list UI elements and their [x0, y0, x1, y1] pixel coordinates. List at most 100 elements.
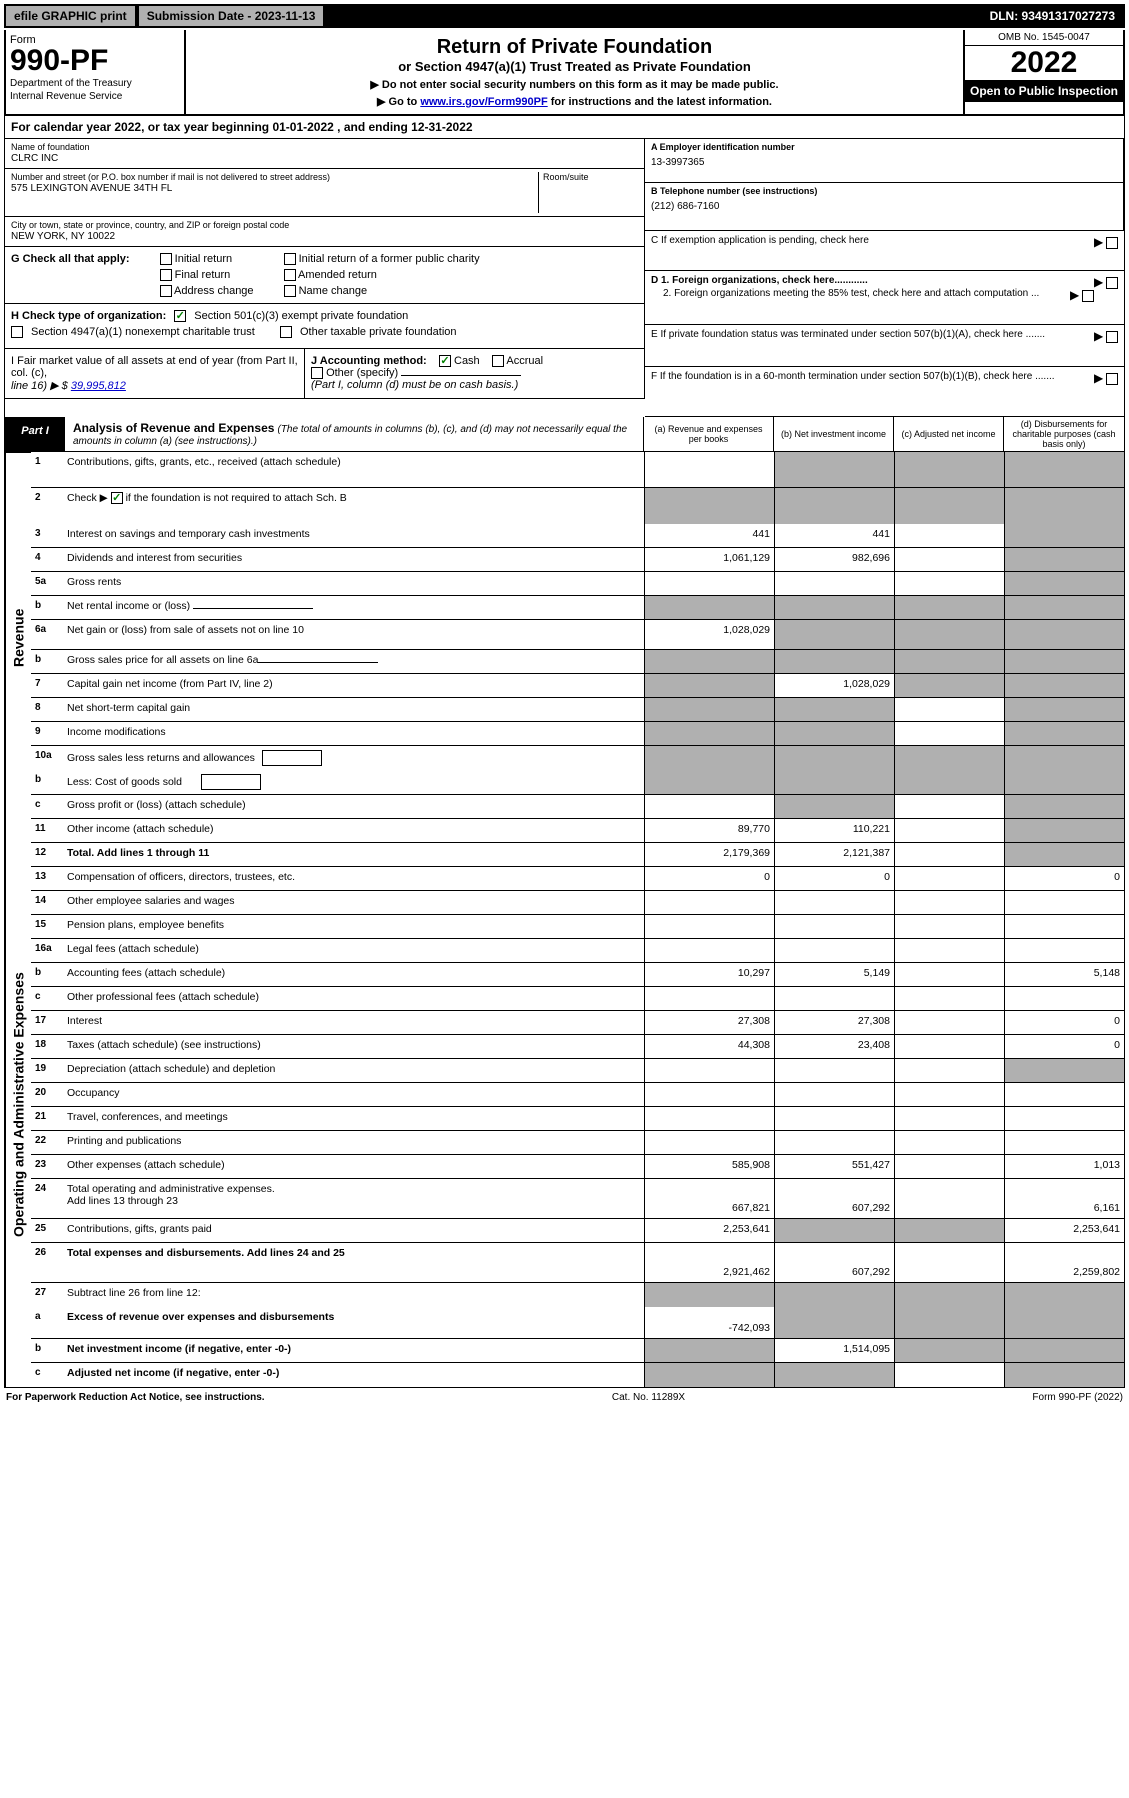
cash-checkbox[interactable] [439, 355, 451, 367]
table-row: 7 Capital gain net income (from Part IV,… [31, 674, 1124, 698]
cash-label: Cash [454, 355, 480, 367]
omb-number: OMB No. 1545-0047 [965, 30, 1123, 46]
irs-link[interactable]: www.irs.gov/Form990PF [420, 96, 547, 108]
e-terminated-cell: E If private foundation status was termi… [645, 325, 1124, 367]
phone-cell: B Telephone number (see instructions) (2… [645, 183, 1124, 231]
pending-checkbox[interactable] [1106, 237, 1118, 249]
table-row: c Adjusted net income (if negative, ente… [31, 1363, 1124, 1387]
amended-return-checkbox[interactable] [284, 269, 296, 281]
schb-checkbox[interactable] [111, 492, 123, 504]
section-j: J Accounting method: Cash Accrual Other … [305, 349, 644, 398]
name-change-label: Name change [299, 285, 368, 297]
arrow-icon: ▶ [1070, 288, 1079, 302]
table-row: 1 Contributions, gifts, grants, etc., re… [31, 452, 1124, 488]
table-row: 25 Contributions, gifts, grants paid 2,2… [31, 1219, 1124, 1243]
table-row: 21 Travel, conferences, and meetings [31, 1107, 1124, 1131]
d1-label: D 1. Foreign organizations, check here..… [651, 275, 868, 286]
table-row: 11 Other income (attach schedule) 89,770… [31, 819, 1124, 843]
c-pending-cell: C If exemption application is pending, c… [645, 231, 1124, 271]
table-row: 26 Total expenses and disbursements. Add… [31, 1243, 1124, 1283]
initial-return-label: Initial return [175, 253, 232, 265]
form-title: Return of Private Foundation [192, 36, 957, 59]
accrual-label: Accrual [506, 355, 543, 367]
f-checkbox[interactable] [1106, 373, 1118, 385]
table-row: 9 Income modifications [31, 722, 1124, 746]
instruction-2: ▶ Go to www.irs.gov/Form990PF for instru… [192, 95, 957, 108]
name-label: Name of foundation [11, 142, 638, 152]
d2-checkbox[interactable] [1082, 290, 1094, 302]
table-row: 20 Occupancy [31, 1083, 1124, 1107]
other-taxable-checkbox[interactable] [280, 326, 292, 338]
ein-cell: A Employer identification number 13-3997… [645, 139, 1124, 183]
table-row: 5a Gross rents [31, 572, 1124, 596]
table-row: 27 Subtract line 26 from line 12: [31, 1283, 1124, 1307]
header-center: Return of Private Foundation or Section … [186, 30, 963, 114]
paperwork-notice: For Paperwork Reduction Act Notice, see … [6, 1392, 265, 1403]
j-note: (Part I, column (d) must be on cash basi… [311, 379, 638, 391]
form-subtitle: or Section 4947(a)(1) Trust Treated as P… [192, 59, 957, 74]
4947-label: Section 4947(a)(1) nonexempt charitable … [31, 326, 255, 338]
table-row: 6a Net gain or (loss) from sale of asset… [31, 620, 1124, 650]
name-change-checkbox[interactable] [284, 285, 296, 297]
d1-checkbox[interactable] [1106, 277, 1118, 289]
initial-former-checkbox[interactable] [284, 253, 296, 265]
room-suite-label: Room/suite [543, 172, 638, 182]
form-footer-label: Form 990-PF (2022) [1032, 1392, 1123, 1403]
header-left: Form 990-PF Department of the Treasury I… [6, 30, 186, 114]
col-b-header: (b) Net investment income [774, 417, 894, 451]
col-c-header: (c) Adjusted net income [894, 417, 1004, 451]
initial-former-label: Initial return of a former public charit… [299, 253, 480, 265]
foundation-name: CLRC INC [11, 153, 638, 164]
table-row: 16a Legal fees (attach schedule) [31, 939, 1124, 963]
other-taxable-label: Other taxable private foundation [300, 326, 457, 338]
initial-return-checkbox[interactable] [160, 253, 172, 265]
table-row: 13 Compensation of officers, directors, … [31, 867, 1124, 891]
table-row: 12 Total. Add lines 1 through 11 2,179,3… [31, 843, 1124, 867]
part1-title: Analysis of Revenue and Expenses [73, 421, 274, 435]
address-change-checkbox[interactable] [160, 285, 172, 297]
city-state-zip: NEW YORK, NY 10022 [11, 231, 638, 242]
table-row: 14 Other employee salaries and wages [31, 891, 1124, 915]
street-address: 575 LEXINGTON AVENUE 34TH FL [11, 183, 538, 194]
501c3-checkbox[interactable] [174, 310, 186, 322]
tax-year: 2022 [965, 46, 1123, 80]
side-labels: Revenue Operating and Administrative Exp… [5, 452, 31, 1387]
inner-box [201, 774, 261, 790]
page-footer: For Paperwork Reduction Act Notice, see … [4, 1388, 1125, 1407]
arrow-icon: ▶ [1094, 275, 1103, 289]
arrow-icon: ▶ [1094, 371, 1103, 385]
table-row: 17 Interest 27,308 27,308 0 [31, 1011, 1124, 1035]
table-row: 24 Total operating and administrative ex… [31, 1179, 1124, 1219]
revenue-side-label: Revenue [5, 452, 31, 822]
col-d-header: (d) Disbursements for charitable purpose… [1004, 417, 1124, 451]
arrow-icon: ▶ [1094, 235, 1103, 249]
c-label: C If exemption application is pending, c… [651, 235, 869, 246]
inner-box [262, 750, 322, 766]
irs-label: Internal Revenue Service [10, 91, 180, 102]
form-header: Form 990-PF Department of the Treasury I… [4, 30, 1125, 116]
address-cell: Number and street (or P.O. box number if… [5, 169, 645, 217]
accrual-checkbox[interactable] [492, 355, 504, 367]
final-return-checkbox[interactable] [160, 269, 172, 281]
arrow-icon: ▶ [1094, 329, 1103, 343]
4947-checkbox[interactable] [11, 326, 23, 338]
top-bar: efile GRAPHIC print Submission Date - 20… [4, 4, 1125, 28]
d-foreign-cell: D 1. Foreign organizations, check here..… [645, 271, 1124, 325]
other-method-checkbox[interactable] [311, 367, 323, 379]
table-row: c Gross profit or (loss) (attach schedul… [31, 795, 1124, 819]
table-row: b Net investment income (if negative, en… [31, 1339, 1124, 1363]
city-cell: City or town, state or province, country… [5, 217, 645, 247]
d2-label: 2. Foreign organizations meeting the 85%… [663, 288, 1039, 299]
table-row: 3 Interest on savings and temporary cash… [31, 524, 1124, 548]
table-row: 15 Pension plans, employee benefits [31, 915, 1124, 939]
phone-label: B Telephone number (see instructions) [651, 186, 1117, 196]
i-line16: line 16) ▶ $ [11, 380, 68, 392]
expenses-side-label: Operating and Administrative Expenses [5, 822, 31, 1387]
fair-market-value[interactable]: 39,995,812 [71, 380, 126, 392]
city-label: City or town, state or province, country… [11, 220, 638, 230]
other-method-label: Other (specify) [326, 367, 398, 379]
efile-graphic-print[interactable]: efile GRAPHIC print [6, 6, 135, 26]
amended-return-label: Amended return [298, 269, 377, 281]
e-checkbox[interactable] [1106, 331, 1118, 343]
ein-value: 13-3997365 [651, 153, 1117, 168]
